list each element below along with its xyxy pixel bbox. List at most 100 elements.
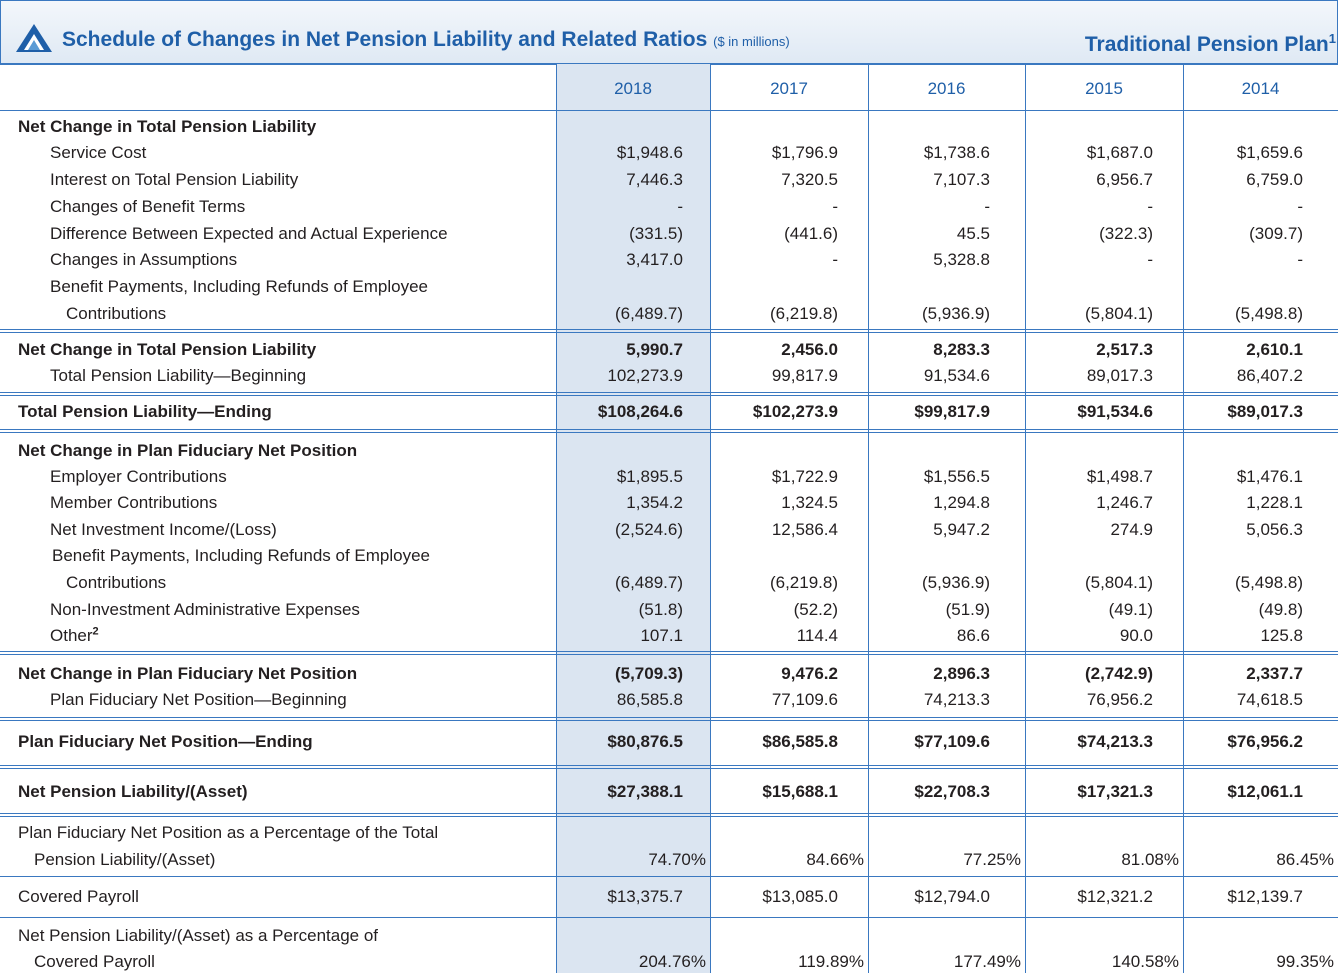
cell-value: -: [984, 197, 990, 216]
cell-value: 1,354.2: [626, 493, 683, 512]
cell-value: 1,228.1: [1246, 493, 1303, 512]
row-divider: [0, 392, 1338, 393]
row-label: Total Pension Liability—Ending: [18, 402, 272, 421]
row-divider: [0, 813, 1338, 814]
cell-value: (49.1): [1108, 600, 1153, 619]
cell-value: 2,610.1: [1246, 340, 1303, 359]
cell-value: 5,056.3: [1246, 520, 1303, 539]
cell-value: $22,708.3: [914, 782, 990, 801]
column-divider: [868, 64, 869, 973]
column-divider: [710, 64, 711, 973]
cell-value: -: [1297, 250, 1303, 269]
cell-value: 140.58%: [1111, 952, 1179, 971]
highlight-column: [556, 64, 710, 973]
row-divider: [0, 768, 1338, 769]
row-label: Service Cost: [50, 143, 147, 162]
cell-value: 7,446.3: [626, 170, 683, 189]
plan-text: Traditional Pension Plan: [1084, 33, 1329, 56]
row-divider: [0, 816, 1338, 817]
cell-value: $12,794.0: [914, 887, 990, 906]
cell-value: $91,534.6: [1077, 402, 1153, 421]
cell-value: $1,796.9: [771, 143, 838, 162]
cell-value: 99,817.9: [771, 366, 838, 385]
cell-value: $1,498.7: [1086, 467, 1153, 486]
row-label: Total Pension Liability—Beginning: [50, 366, 307, 385]
row-divider: [0, 917, 1338, 918]
cell-value: (331.5): [629, 224, 683, 243]
row-label: Covered Payroll: [34, 952, 155, 971]
cell-value: (5,498.8): [1234, 304, 1303, 323]
cell-value: $15,688.1: [762, 782, 838, 801]
column-header: 2016: [927, 79, 966, 98]
cell-value: -: [677, 197, 683, 216]
cell-value: $89,017.3: [1227, 402, 1303, 421]
cell-value: $1,948.6: [616, 143, 683, 162]
cell-value: -: [832, 250, 838, 269]
cell-value: (441.6): [784, 224, 838, 243]
cell-value: $13,375.7: [607, 887, 683, 906]
row-label: Net Investment Income/(Loss): [50, 520, 277, 539]
column-header: 2015: [1085, 79, 1123, 98]
column-divider: [1183, 64, 1184, 973]
cell-value: 9,476.2: [781, 664, 838, 683]
row-label: Contributions: [66, 304, 167, 323]
cell-value: 86.6: [956, 626, 990, 645]
cell-value: $1,895.5: [616, 467, 683, 486]
cell-value: 86,407.2: [1236, 366, 1303, 385]
cell-value: 81.08%: [1121, 850, 1179, 869]
row-label: Other2: [50, 625, 99, 645]
row-label: Interest on Total Pension Liability: [50, 170, 299, 189]
cell-value: -: [1147, 197, 1153, 216]
cell-value: 3,417.0: [626, 250, 683, 269]
cell-value: (5,936.9): [921, 304, 990, 323]
cell-value: 74.70%: [648, 850, 706, 869]
footnote-mark: 1: [1328, 31, 1336, 46]
cell-value: 5,328.8: [933, 250, 990, 269]
cell-value: (5,936.9): [921, 573, 990, 592]
cell-value: $1,722.9: [771, 467, 838, 486]
cell-value: (51.9): [945, 600, 990, 619]
cell-value: (52.2): [793, 600, 838, 619]
row-label: Plan Fiduciary Net Position—Beginning: [50, 690, 347, 709]
cell-value: $77,109.6: [914, 732, 990, 751]
cell-value: 1,324.5: [781, 493, 838, 512]
cell-value: (5,498.8): [1234, 573, 1303, 592]
cell-value: $13,085.0: [762, 887, 838, 906]
cell-value: $1,687.0: [1086, 143, 1153, 162]
cell-value: 2,517.3: [1096, 340, 1153, 359]
cell-value: 125.8: [1260, 626, 1303, 645]
row-divider: [0, 429, 1338, 430]
cell-value: (5,804.1): [1084, 573, 1153, 592]
cell-value: $27,388.1: [607, 782, 683, 801]
cell-value: 74,618.5: [1236, 690, 1303, 709]
cell-value: $12,139.7: [1227, 887, 1303, 906]
cell-value: $1,476.1: [1236, 467, 1303, 486]
row-divider: [0, 651, 1338, 652]
cell-value: $1,659.6: [1236, 143, 1303, 162]
row-label: Changes of Benefit Terms: [50, 197, 246, 216]
row-label: Covered Payroll: [18, 887, 139, 906]
cell-value: 1,246.7: [1096, 493, 1153, 512]
cell-value: 77,109.6: [771, 690, 838, 709]
row-label: Net Pension Liability/(Asset): [18, 782, 248, 801]
cell-value: $99,817.9: [914, 402, 990, 421]
cell-value: 5,947.2: [933, 520, 990, 539]
cell-value: $17,321.3: [1077, 782, 1153, 801]
cell-value: 86,585.8: [616, 690, 683, 709]
title: Schedule of Changes in Net Pension Liabi…: [62, 29, 790, 51]
cell-value: 45.5: [956, 224, 990, 243]
row-label: Benefit Payments, Including Refunds of E…: [52, 546, 430, 565]
row-divider: [0, 110, 1338, 111]
row-label: Benefit Payments, Including Refunds of E…: [50, 277, 428, 296]
row-label: Net Change in Plan Fiduciary Net Positio…: [18, 441, 358, 460]
cell-value: (5,709.3): [614, 664, 683, 683]
cell-value: 8,283.3: [933, 340, 990, 359]
cell-value: -: [832, 197, 838, 216]
row-divider: [0, 395, 1338, 396]
cell-value: $102,273.9: [752, 402, 838, 421]
row-label: Changes in Assumptions: [50, 250, 238, 269]
cell-value: 76,956.2: [1086, 690, 1153, 709]
row-divider: [0, 765, 1338, 766]
cell-value: 2,456.0: [781, 340, 838, 359]
